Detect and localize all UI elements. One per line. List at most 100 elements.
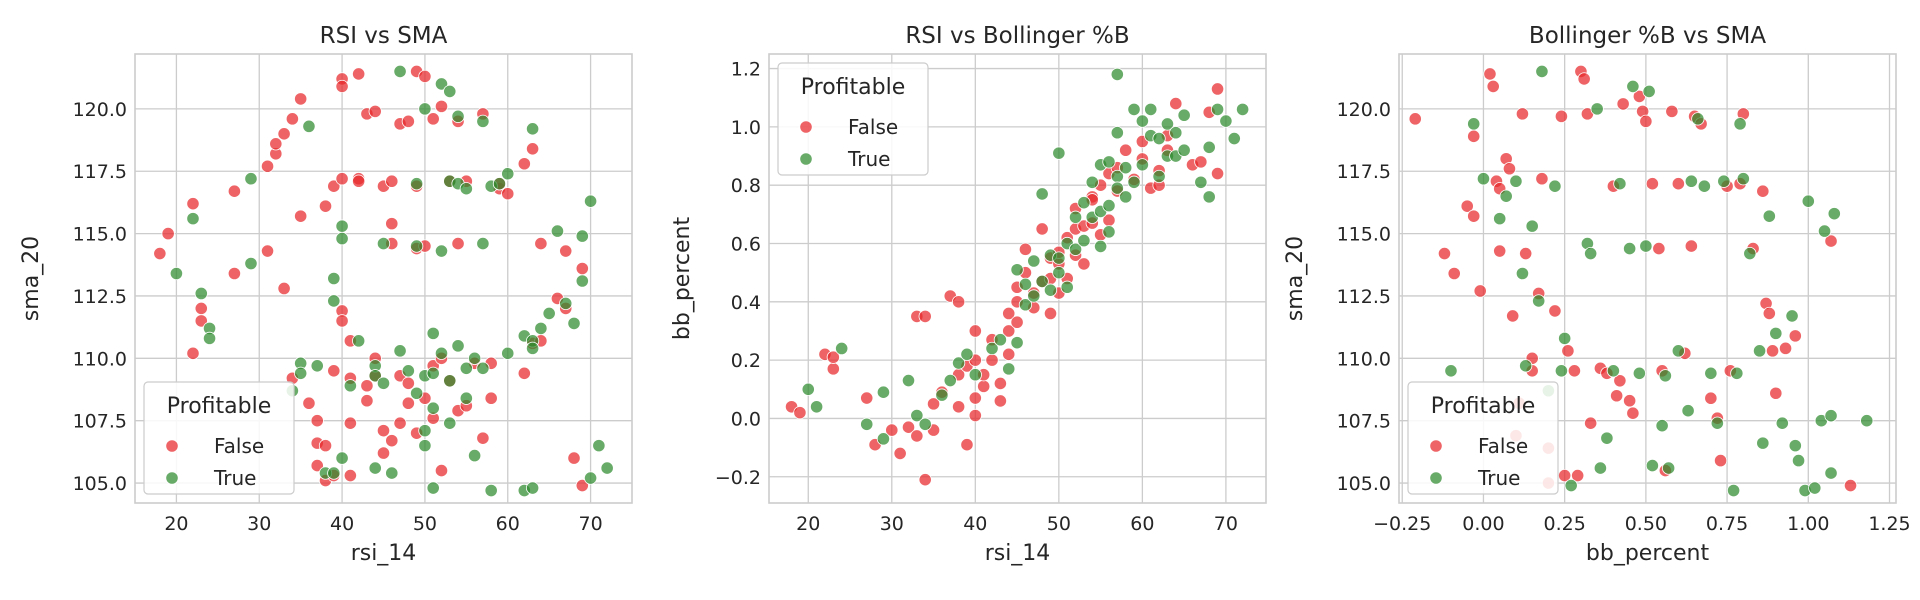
data-point-true bbox=[443, 374, 457, 388]
data-point-true bbox=[592, 439, 606, 453]
data-point-true bbox=[1152, 131, 1166, 146]
data-point-true bbox=[1135, 114, 1149, 128]
data-point-true bbox=[1210, 102, 1225, 116]
data-point-false bbox=[352, 174, 366, 188]
data-point-true bbox=[1119, 161, 1133, 175]
data-point-true bbox=[810, 400, 824, 414]
x-tick-label: 20 bbox=[796, 513, 820, 535]
data-point-false bbox=[1519, 246, 1533, 261]
data-point-false bbox=[484, 391, 498, 405]
legend-title: Profitable bbox=[801, 75, 905, 100]
data-point-false bbox=[327, 179, 341, 193]
data-point-false bbox=[186, 346, 200, 360]
data-point-true bbox=[1027, 254, 1041, 268]
data-point-true bbox=[1785, 309, 1799, 323]
data-point-true bbox=[426, 366, 440, 380]
data-point-false bbox=[1502, 162, 1517, 176]
data-point-true bbox=[1860, 414, 1874, 428]
data-point-true bbox=[801, 382, 815, 396]
x-axis-label: bb_percent bbox=[1586, 541, 1710, 566]
data-point-false bbox=[567, 451, 581, 465]
data-point-true bbox=[1626, 79, 1640, 94]
data-point-true bbox=[1110, 67, 1124, 82]
data-point-false bbox=[294, 92, 308, 106]
data-point-false bbox=[1447, 266, 1461, 281]
data-point-true bbox=[202, 331, 217, 345]
data-point-false bbox=[401, 114, 415, 128]
data-point-true bbox=[1590, 102, 1604, 116]
data-point-true bbox=[410, 386, 424, 400]
legend-label-false: False bbox=[214, 434, 264, 458]
data-point-false bbox=[153, 246, 167, 261]
data-point-true bbox=[451, 339, 465, 353]
data-point-true bbox=[1152, 169, 1166, 184]
data-point-false bbox=[194, 301, 208, 316]
data-point-true bbox=[1743, 246, 1757, 261]
data-point-true bbox=[1827, 207, 1841, 221]
data-point-false bbox=[194, 314, 208, 328]
data-point-false bbox=[1554, 109, 1569, 123]
data-point-false bbox=[1713, 453, 1728, 468]
data-point-true bbox=[1085, 175, 1099, 189]
legend-marker-false bbox=[799, 120, 813, 134]
data-point-false bbox=[575, 478, 589, 493]
data-point-false bbox=[327, 364, 341, 378]
data-point-true bbox=[1704, 366, 1718, 380]
data-point-false bbox=[360, 379, 374, 393]
y-tick-label: 0.4 bbox=[731, 292, 761, 314]
data-point-true bbox=[376, 236, 391, 251]
data-point-true bbox=[1671, 344, 1685, 358]
data-point-true bbox=[335, 231, 349, 246]
data-point-false bbox=[1652, 241, 1666, 256]
data-point-false bbox=[1002, 324, 1016, 338]
data-point-true bbox=[1509, 174, 1523, 188]
data-point-true bbox=[310, 359, 324, 373]
data-point-true bbox=[1077, 233, 1091, 248]
data-point-true bbox=[1548, 179, 1562, 193]
data-point-false bbox=[1571, 468, 1585, 483]
y-tick-label: −0.2 bbox=[715, 467, 761, 489]
data-point-true bbox=[876, 432, 891, 446]
data-point-false bbox=[310, 414, 324, 428]
data-point-false bbox=[1843, 478, 1858, 493]
data-point-true bbox=[476, 236, 490, 251]
data-point-true bbox=[1593, 461, 1607, 475]
data-point-true bbox=[1110, 126, 1124, 140]
data-point-false bbox=[302, 396, 316, 410]
data-point-true bbox=[434, 77, 449, 91]
x-axis-label: rsi_14 bbox=[351, 541, 417, 566]
data-point-true bbox=[1035, 187, 1049, 201]
data-point-true bbox=[1102, 225, 1116, 239]
data-point-false bbox=[793, 406, 807, 420]
data-point-true bbox=[1681, 404, 1695, 418]
legend-label-false: False bbox=[1478, 434, 1528, 458]
data-point-true bbox=[244, 172, 258, 186]
data-point-true bbox=[952, 356, 966, 370]
data-point-true bbox=[1052, 266, 1066, 280]
y-tick-label: 110.0 bbox=[73, 348, 127, 370]
data-point-true bbox=[1467, 117, 1481, 131]
data-point-false bbox=[559, 244, 573, 258]
data-point-true bbox=[1002, 362, 1016, 376]
data-point-false bbox=[1548, 304, 1562, 318]
y-tick-label: 107.5 bbox=[1337, 411, 1391, 433]
data-point-false bbox=[294, 209, 308, 223]
y-tick-label: 115.0 bbox=[1337, 224, 1391, 246]
y-tick-label: 120.0 bbox=[1337, 99, 1391, 121]
data-point-false bbox=[1077, 257, 1091, 271]
data-point-true bbox=[393, 64, 407, 79]
data-point-true bbox=[434, 244, 449, 258]
data-point-false bbox=[1577, 72, 1591, 86]
data-point-false bbox=[1493, 244, 1507, 258]
data-point-true bbox=[1236, 102, 1250, 116]
data-point-false bbox=[1473, 284, 1487, 298]
data-point-false bbox=[918, 473, 932, 487]
y-tick-label: 0.0 bbox=[731, 408, 761, 430]
data-point-true bbox=[1169, 126, 1183, 140]
data-point-false bbox=[434, 463, 449, 478]
data-point-false bbox=[1119, 143, 1133, 157]
legend-box bbox=[143, 381, 295, 495]
data-point-false bbox=[418, 69, 432, 84]
chart-title: Bollinger %B vs SMA bbox=[1529, 23, 1766, 49]
y-axis-label: bb_percent bbox=[670, 217, 695, 341]
